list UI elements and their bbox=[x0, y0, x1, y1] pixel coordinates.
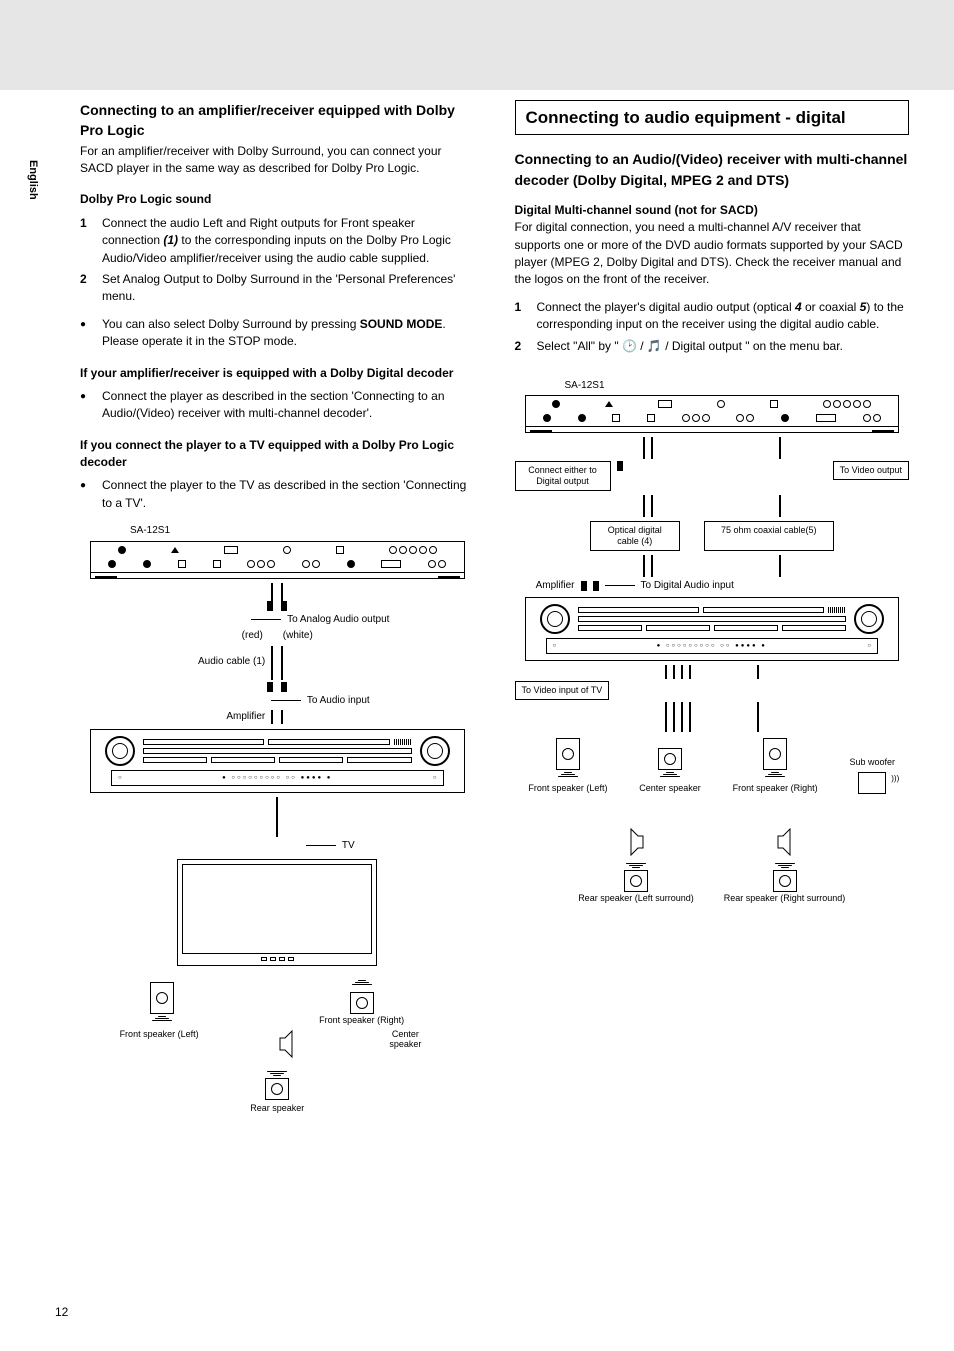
header-band bbox=[0, 0, 954, 90]
page-number: 12 bbox=[55, 1304, 68, 1321]
amplifier-front: ○ ● ○○○○○○○○○ ○○ ●●●● ● ○ bbox=[90, 729, 465, 793]
front-right-label-r: Front speaker (Right) bbox=[733, 784, 818, 794]
sub-label: Sub woofer bbox=[850, 758, 896, 768]
left-diagram: SA-12S1 bbox=[80, 524, 475, 1115]
left-title: Connecting to an amplifier/receiver equi… bbox=[80, 100, 475, 141]
model-label-left: SA-12S1 bbox=[130, 524, 475, 539]
amplifier-label-r: Amplifier bbox=[515, 579, 575, 594]
tv-label: TV bbox=[342, 839, 355, 854]
left-bullets-3: Connect the player to the TV as describe… bbox=[80, 477, 475, 512]
language-tab: English bbox=[24, 160, 40, 200]
front-left-label: Front speaker (Left) bbox=[119, 1030, 199, 1040]
optical-label: Optical digital cable (4) bbox=[590, 521, 680, 551]
left-steps: 1 Connect the audio Left and Right outpu… bbox=[80, 215, 475, 306]
right-box-title: Connecting to audio equipment - digital bbox=[515, 100, 910, 135]
white-label: (white) bbox=[283, 629, 313, 644]
left-bullet-3: Connect the player to the TV as describe… bbox=[80, 477, 475, 512]
left-bullets-2: Connect the player as described in the s… bbox=[80, 388, 475, 423]
to-video-input-label: To Video input of TV bbox=[515, 681, 610, 700]
rear-right-label: Rear speaker (Right surround) bbox=[724, 894, 846, 904]
red-label: (red) bbox=[242, 629, 263, 644]
tv-box bbox=[177, 859, 377, 966]
right-sub1: Digital Multi-channel sound (not for SAC… bbox=[515, 202, 910, 219]
front-left-label-r: Front speaker (Left) bbox=[528, 784, 607, 794]
to-audio-input-label: To Audio input bbox=[307, 694, 370, 709]
left-column: Connecting to an amplifier/receiver equi… bbox=[80, 100, 475, 1115]
right-h1: Connecting to an Audio/(Video) receiver … bbox=[515, 149, 910, 190]
audio-cable-label: Audio cable (1) bbox=[80, 655, 265, 670]
right-steps: 1 Connect the player's digital audio out… bbox=[515, 299, 910, 355]
left-bullet-1: You can also select Dolby Surround by pr… bbox=[80, 316, 475, 351]
left-step-1: 1 Connect the audio Left and Right outpu… bbox=[80, 215, 475, 267]
right-column: Connecting to audio equipment - digital … bbox=[515, 100, 910, 1115]
to-analog-label: To Analog Audio output bbox=[287, 613, 389, 628]
right-diagram: SA-12S1 bbox=[515, 379, 910, 904]
right-intro: For digital connection, you need a multi… bbox=[515, 219, 910, 289]
center-label-r: Center speaker bbox=[639, 784, 701, 794]
sacd-back-panel-r bbox=[525, 395, 900, 433]
rear-left-label: Rear speaker (Left surround) bbox=[578, 894, 694, 904]
center-label: Center speaker bbox=[375, 1030, 435, 1050]
sacd-back-panel bbox=[90, 541, 465, 579]
left-intro: For an amplifier/receiver with Dolby Sur… bbox=[80, 143, 475, 178]
connect-either-label: Connect either to Digital output bbox=[515, 461, 611, 491]
to-video-output-label: To Video output bbox=[833, 461, 909, 480]
left-bullets-1: You can also select Dolby Surround by pr… bbox=[80, 316, 475, 351]
amplifier-front-r: ○ ● ○○○○○○○○○ ○○ ●●●● ● ○ bbox=[525, 597, 900, 661]
right-step-2: 2 Select "All" by " 🕑 / 🎵 / Digital outp… bbox=[515, 338, 910, 355]
left-sub3: If you connect the player to a TV equipp… bbox=[80, 437, 475, 472]
rear-label: Rear speaker bbox=[250, 1102, 304, 1115]
left-sub2: If your amplifier/receiver is equipped w… bbox=[80, 365, 475, 382]
left-sub1: Dolby Pro Logic sound bbox=[80, 191, 475, 208]
coax-label: 75 ohm coaxial cable(5) bbox=[704, 521, 834, 551]
model-label-right: SA-12S1 bbox=[565, 379, 910, 394]
to-digital-input-label: To Digital Audio input bbox=[641, 579, 734, 594]
amplifier-label: Amplifier bbox=[80, 710, 265, 725]
left-bullet-2: Connect the player as described in the s… bbox=[80, 388, 475, 423]
front-right-label: Front speaker (Right) bbox=[319, 1016, 404, 1026]
left-step-2: 2 Set Analog Output to Dolby Surround in… bbox=[80, 271, 475, 306]
right-step-1: 1 Connect the player's digital audio out… bbox=[515, 299, 910, 334]
